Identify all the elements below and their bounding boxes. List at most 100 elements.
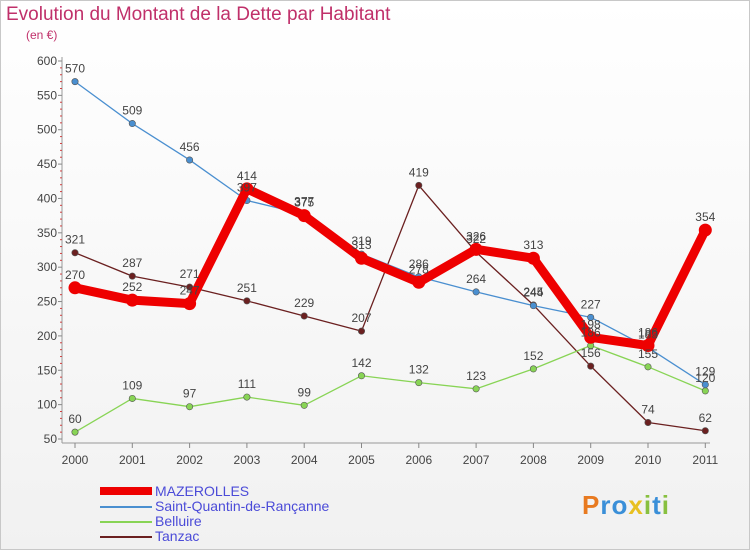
logo-letter: i (661, 490, 670, 520)
logo-letter: t (652, 490, 662, 520)
data-point (412, 275, 426, 289)
legend-swatch (100, 506, 152, 508)
data-label: 313 (523, 238, 543, 252)
legend-swatch (100, 521, 152, 523)
logo-letter: P (582, 490, 601, 520)
data-point (415, 181, 423, 189)
x-tick-label: 2004 (291, 453, 318, 467)
data-label: 271 (180, 267, 200, 281)
y-tick-label: 600 (37, 54, 57, 68)
data-label: 99 (298, 385, 312, 399)
logo-letter: o (611, 490, 629, 520)
data-label: 570 (65, 62, 85, 76)
data-point (584, 330, 598, 344)
data-point (698, 223, 712, 237)
logo-letter: x (628, 490, 644, 520)
legend-label: Saint-Quantin-de-Rançanne (155, 498, 330, 514)
data-label: 245 (523, 285, 543, 299)
data-label: 152 (523, 349, 543, 363)
x-tick-label: 2003 (234, 453, 261, 467)
data-label: 186 (581, 326, 601, 340)
data-label: 186 (638, 326, 658, 340)
data-point (300, 401, 308, 409)
y-tick-label: 200 (37, 329, 57, 343)
data-label: 278 (409, 262, 429, 276)
data-point (701, 387, 709, 395)
data-point (701, 427, 709, 435)
data-label: 120 (695, 371, 715, 385)
data-label: 123 (466, 369, 486, 383)
data-label: 111 (238, 377, 257, 391)
data-point (297, 209, 311, 223)
data-label: 321 (65, 233, 85, 247)
data-label: 198 (581, 317, 601, 331)
data-point (357, 327, 365, 335)
x-tick-label: 2005 (348, 453, 375, 467)
data-point (355, 251, 368, 265)
series-line-mazerolles (70, 184, 710, 351)
x-tick-label: 2008 (520, 453, 547, 467)
data-point (186, 283, 194, 291)
data-point (240, 182, 254, 196)
data-point (128, 394, 136, 402)
logo-letter: i (643, 490, 653, 520)
data-point (71, 249, 79, 257)
data-label: 397 (237, 181, 257, 195)
data-point (125, 293, 139, 307)
data-label: 377 (294, 194, 314, 208)
x-tick-label: 2000 (62, 453, 89, 467)
x-tick-label: 2009 (577, 453, 604, 467)
proxiti-logo: Proxiti (582, 490, 670, 521)
x-tick-label: 2007 (463, 453, 490, 467)
data-label: 62 (699, 411, 713, 425)
data-label: 74 (641, 403, 655, 417)
data-label: 313 (351, 238, 371, 252)
series-line-tanzac (74, 184, 706, 432)
data-label: 456 (180, 140, 200, 154)
data-point (128, 120, 136, 128)
data-label: 247 (180, 284, 200, 298)
y-tick-label: 450 (37, 157, 57, 171)
data-point (183, 297, 197, 311)
data-label: 414 (237, 169, 257, 183)
data-point (529, 365, 537, 373)
x-tick-label: 2010 (635, 453, 662, 467)
data-label: 270 (65, 268, 85, 282)
data-label: 319 (351, 234, 371, 248)
data-point (68, 281, 82, 295)
data-label: 183 (638, 328, 658, 342)
data-point (71, 428, 79, 436)
x-tick-label: 2011 (692, 453, 718, 467)
legend-swatch (100, 487, 152, 495)
legend-swatch (100, 536, 152, 538)
logo-letter: r (600, 490, 612, 520)
legend-label: Tanzac (155, 528, 200, 544)
data-point (529, 302, 537, 310)
data-point (415, 379, 423, 387)
data-label: 129 (695, 365, 715, 379)
data-point (472, 385, 480, 393)
data-label: 264 (466, 272, 486, 286)
data-point (526, 251, 540, 265)
data-point (128, 272, 136, 280)
y-tick-label: 400 (37, 191, 57, 205)
x-tick-label: 2002 (176, 453, 203, 467)
data-point (587, 313, 595, 321)
data-label: 229 (294, 296, 314, 310)
data-label: 322 (466, 232, 486, 246)
data-label: 155 (638, 347, 658, 361)
data-label: 244 (523, 286, 543, 300)
data-label: 287 (122, 256, 142, 270)
y-tick-label: 50 (44, 432, 58, 446)
data-point (71, 78, 79, 86)
data-point (357, 372, 365, 380)
data-label: 132 (409, 363, 429, 377)
y-tick-label: 350 (37, 226, 57, 240)
data-point (644, 363, 652, 371)
data-label: 509 (122, 104, 142, 118)
series-line-belluire (74, 344, 706, 433)
data-label: 326 (466, 229, 486, 243)
data-point (587, 362, 595, 370)
